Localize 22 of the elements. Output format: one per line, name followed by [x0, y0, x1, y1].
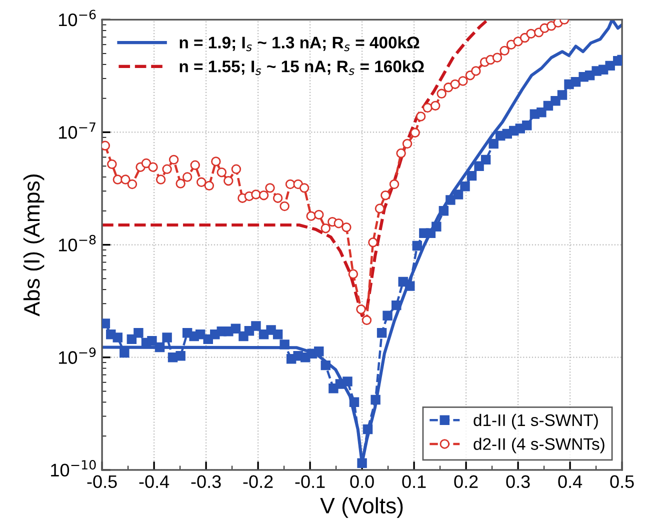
- x-tick-label: -0.1: [295, 475, 325, 488]
- y-tick-label: 10$^{−8}$: [59, 234, 96, 252]
- x-tick-label: -0.4: [139, 475, 170, 488]
- x-tick-label: 0.5: [610, 475, 634, 488]
- legend-label: d2-II (4 s-SWNTs): [474, 438, 604, 454]
- y-axis-title: Abs (I) (Amps): [23, 174, 44, 316]
- y-tick-label: 10$^{−7}$: [59, 122, 96, 139]
- legend-label: d1-II (1 s-SWNT): [474, 414, 598, 430]
- legend-label: n = 1.55; I$_{s}$ ~ 15 nA; R$_{s}$ = 160kΩ: [180, 60, 424, 76]
- x-axis-title: V (Volts): [320, 497, 403, 518]
- x-tick-label: -0.2: [243, 475, 273, 488]
- y-tick-label: 10$^{−10}$: [51, 460, 96, 477]
- x-tick-label: -0.5: [87, 475, 117, 488]
- y-tick-label: 10$^{−6}$: [59, 10, 96, 26]
- x-tick-label: 0.1: [402, 475, 426, 488]
- x-tick-label: 0.2: [454, 475, 478, 488]
- x-tick-label: 0.0: [350, 475, 374, 488]
- x-tick-label: -0.3: [191, 475, 221, 488]
- x-tick-label: 0.4: [558, 475, 582, 488]
- y-tick-label: 10$^{−9}$: [59, 347, 96, 364]
- legend-label: n = 1.9; I$_{s}$ ~ 1.3 nA; R$_{s}$ = 400kΩ: [180, 36, 420, 52]
- x-tick-label: 0.3: [506, 475, 530, 488]
